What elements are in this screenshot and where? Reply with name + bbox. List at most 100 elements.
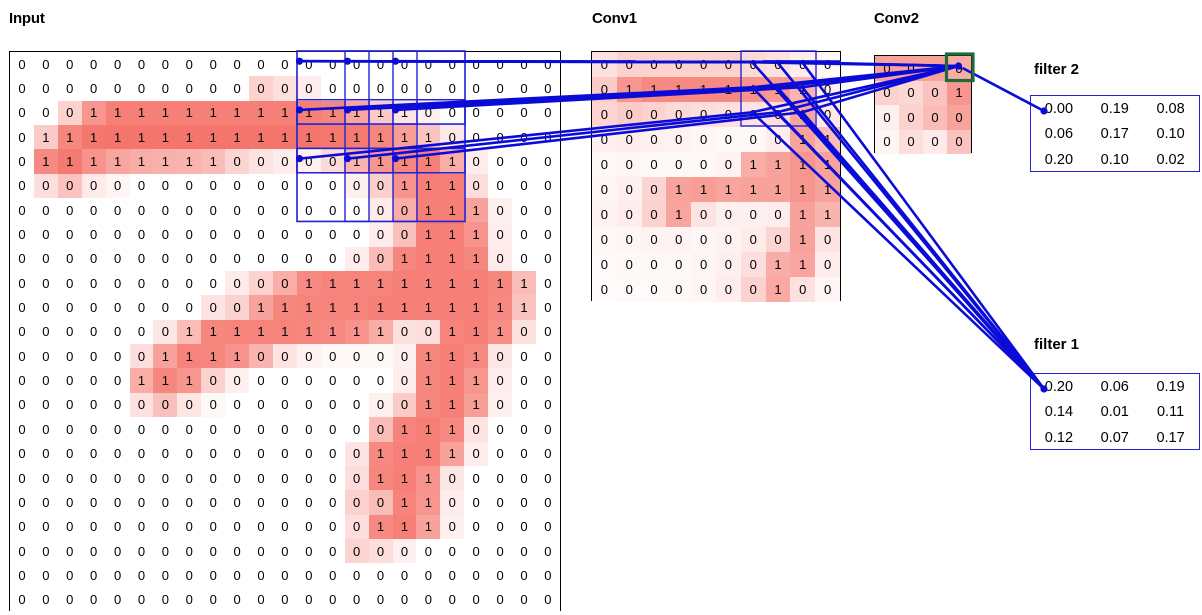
matrix-cell: 0 bbox=[512, 52, 536, 77]
matrix-cell: 1 bbox=[464, 295, 489, 320]
matrix-cell: 0 bbox=[344, 344, 369, 369]
matrix-cell: 1 bbox=[320, 319, 345, 345]
filter-cell: 0.07 bbox=[1100, 429, 1129, 446]
matrix-cell: 0 bbox=[33, 538, 58, 564]
matrix-cell: 0 bbox=[392, 319, 417, 345]
matrix-cell: 1 bbox=[691, 177, 716, 202]
matrix-cell: 0 bbox=[272, 344, 297, 369]
matrix-cell: 0 bbox=[715, 152, 741, 177]
matrix-cell: 1 bbox=[368, 100, 393, 126]
matrix-cell: 0 bbox=[272, 173, 297, 199]
matrix-cell: 0 bbox=[81, 514, 106, 539]
matrix-cell: 1 bbox=[153, 149, 178, 174]
matrix-cell: 0 bbox=[488, 514, 513, 539]
matrix-cell: 0 bbox=[201, 538, 226, 564]
input-layer-title: Input bbox=[9, 10, 45, 27]
matrix-cell: 0 bbox=[740, 227, 766, 252]
matrix-cell: 0 bbox=[81, 295, 106, 320]
matrix-cell: 0 bbox=[10, 198, 34, 223]
matrix-cell: 0 bbox=[10, 295, 34, 320]
matrix-cell: 0 bbox=[201, 198, 226, 223]
matrix-cell: 0 bbox=[153, 76, 178, 101]
matrix-cell: 1 bbox=[392, 441, 417, 466]
matrix-cell: 0 bbox=[225, 76, 250, 101]
matrix-cell: 0 bbox=[105, 198, 130, 223]
matrix-cell: 0 bbox=[105, 563, 130, 588]
matrix-cell: 1 bbox=[296, 319, 321, 345]
matrix-cell: 0 bbox=[296, 173, 321, 199]
matrix-cell: 1 bbox=[416, 441, 441, 466]
matrix-cell: 0 bbox=[201, 563, 226, 588]
matrix-cell: 0 bbox=[512, 538, 536, 564]
matrix-cell: 0 bbox=[440, 100, 465, 126]
matrix-cell: 0 bbox=[535, 173, 560, 199]
matrix-cell: 0 bbox=[105, 173, 130, 199]
matrix-cell: 0 bbox=[33, 587, 58, 612]
matrix-cell: 0 bbox=[464, 173, 489, 199]
matrix-cell: 0 bbox=[535, 149, 560, 174]
matrix-cell: 0 bbox=[440, 538, 465, 564]
matrix-cell: 0 bbox=[201, 295, 226, 320]
matrix-cell: 0 bbox=[512, 149, 536, 174]
matrix-cell: 0 bbox=[105, 319, 130, 345]
matrix-cell: 0 bbox=[10, 344, 34, 369]
matrix-cell: 0 bbox=[488, 222, 513, 247]
matrix-cell: 1 bbox=[177, 149, 202, 174]
matrix-cell: 0 bbox=[10, 319, 34, 345]
matrix-cell: 0 bbox=[296, 514, 321, 539]
matrix-cell: 0 bbox=[488, 465, 513, 491]
matrix-cell: 0 bbox=[153, 417, 178, 442]
matrix-cell: 0 bbox=[105, 222, 130, 247]
matrix-cell: 0 bbox=[57, 344, 82, 369]
matrix-cell: 0 bbox=[416, 52, 441, 77]
matrix-cell: 0 bbox=[33, 465, 58, 491]
matrix-cell: 1 bbox=[153, 125, 178, 150]
matrix-cell: 0 bbox=[464, 538, 489, 564]
matrix-cell: 0 bbox=[177, 222, 202, 247]
matrix-cell: 0 bbox=[641, 177, 667, 202]
matrix-cell: 0 bbox=[616, 152, 642, 177]
matrix-cell: 1 bbox=[416, 125, 441, 150]
matrix-cell: 1 bbox=[296, 295, 321, 320]
filter-row: 0.12 0.07 0.17 bbox=[1031, 425, 1199, 451]
matrix-cell: 0 bbox=[33, 368, 58, 393]
matrix-cell: 1 bbox=[416, 417, 441, 442]
matrix-cell: 0 bbox=[105, 76, 130, 101]
matrix-cell: 0 bbox=[464, 587, 489, 612]
matrix-cell: 0 bbox=[320, 441, 345, 466]
matrix-cell: 0 bbox=[641, 227, 667, 252]
matrix-cell: 0 bbox=[320, 149, 345, 174]
filter-row: 0.06 0.17 0.10 bbox=[1031, 122, 1199, 148]
matrix-cell: 1 bbox=[368, 441, 393, 466]
matrix-cell: 0 bbox=[392, 563, 417, 588]
matrix-cell: 0 bbox=[249, 417, 273, 442]
matrix-cell: 0 bbox=[272, 246, 297, 272]
matrix-cell: 0 bbox=[272, 271, 297, 296]
matrix-cell: 1 bbox=[641, 77, 667, 102]
matrix-cell: 0 bbox=[368, 563, 393, 588]
matrix-cell: 0 bbox=[488, 538, 513, 564]
matrix-cell: 0 bbox=[153, 490, 178, 515]
matrix-cell: 0 bbox=[320, 344, 345, 369]
matrix-cell: 1 bbox=[440, 271, 465, 296]
matrix-cell: 0 bbox=[535, 587, 560, 612]
matrix-cell: 0 bbox=[488, 490, 513, 515]
matrix-cell: 0 bbox=[488, 392, 513, 418]
matrix-cell: 0 bbox=[616, 277, 642, 302]
matrix-cell: 0 bbox=[272, 368, 297, 393]
matrix-cell: 1 bbox=[344, 295, 369, 320]
matrix-cell: 0 bbox=[947, 105, 971, 130]
matrix-cell: 1 bbox=[440, 368, 465, 393]
matrix-cell: 0 bbox=[225, 538, 250, 564]
matrix-cell: 0 bbox=[344, 392, 369, 418]
